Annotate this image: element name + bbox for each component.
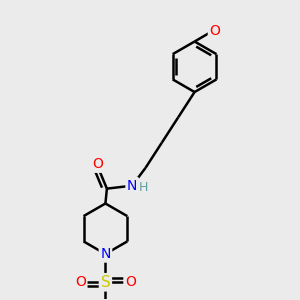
Text: S: S bbox=[100, 275, 110, 290]
Text: O: O bbox=[209, 24, 220, 38]
Text: H: H bbox=[139, 181, 148, 194]
Text: N: N bbox=[100, 247, 111, 261]
Text: O: O bbox=[92, 157, 104, 171]
Text: O: O bbox=[125, 275, 136, 289]
Text: N: N bbox=[127, 179, 137, 193]
Text: O: O bbox=[75, 275, 86, 289]
